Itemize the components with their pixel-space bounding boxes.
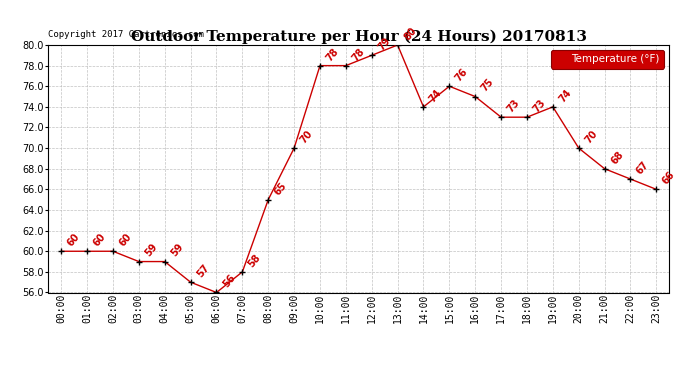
Text: 56: 56 (221, 273, 237, 290)
Text: 74: 74 (557, 87, 573, 104)
Text: 68: 68 (609, 149, 625, 166)
Text: 75: 75 (480, 77, 495, 94)
Title: Outdoor Temperature per Hour (24 Hours) 20170813: Outdoor Temperature per Hour (24 Hours) … (131, 30, 586, 44)
Text: 60: 60 (91, 232, 108, 249)
Text: 65: 65 (273, 180, 288, 197)
Text: 67: 67 (635, 159, 651, 176)
Legend: Temperature (°F): Temperature (°F) (551, 50, 664, 69)
Text: 57: 57 (195, 262, 211, 279)
Text: 59: 59 (143, 242, 159, 259)
Text: 78: 78 (350, 46, 366, 63)
Text: 60: 60 (66, 232, 81, 249)
Text: 58: 58 (246, 252, 263, 269)
Text: Copyright 2017 Cartronics.com: Copyright 2017 Cartronics.com (48, 30, 204, 39)
Text: 73: 73 (505, 98, 522, 114)
Text: 76: 76 (453, 67, 470, 84)
Text: 73: 73 (531, 98, 547, 114)
Text: 80: 80 (402, 26, 418, 42)
Text: 74: 74 (428, 87, 444, 104)
Text: 59: 59 (169, 242, 185, 259)
Text: 79: 79 (376, 36, 392, 52)
Text: 70: 70 (298, 129, 315, 146)
Text: 70: 70 (583, 129, 599, 146)
Text: 60: 60 (117, 232, 133, 249)
Text: 78: 78 (324, 46, 341, 63)
Text: 66: 66 (660, 170, 677, 187)
